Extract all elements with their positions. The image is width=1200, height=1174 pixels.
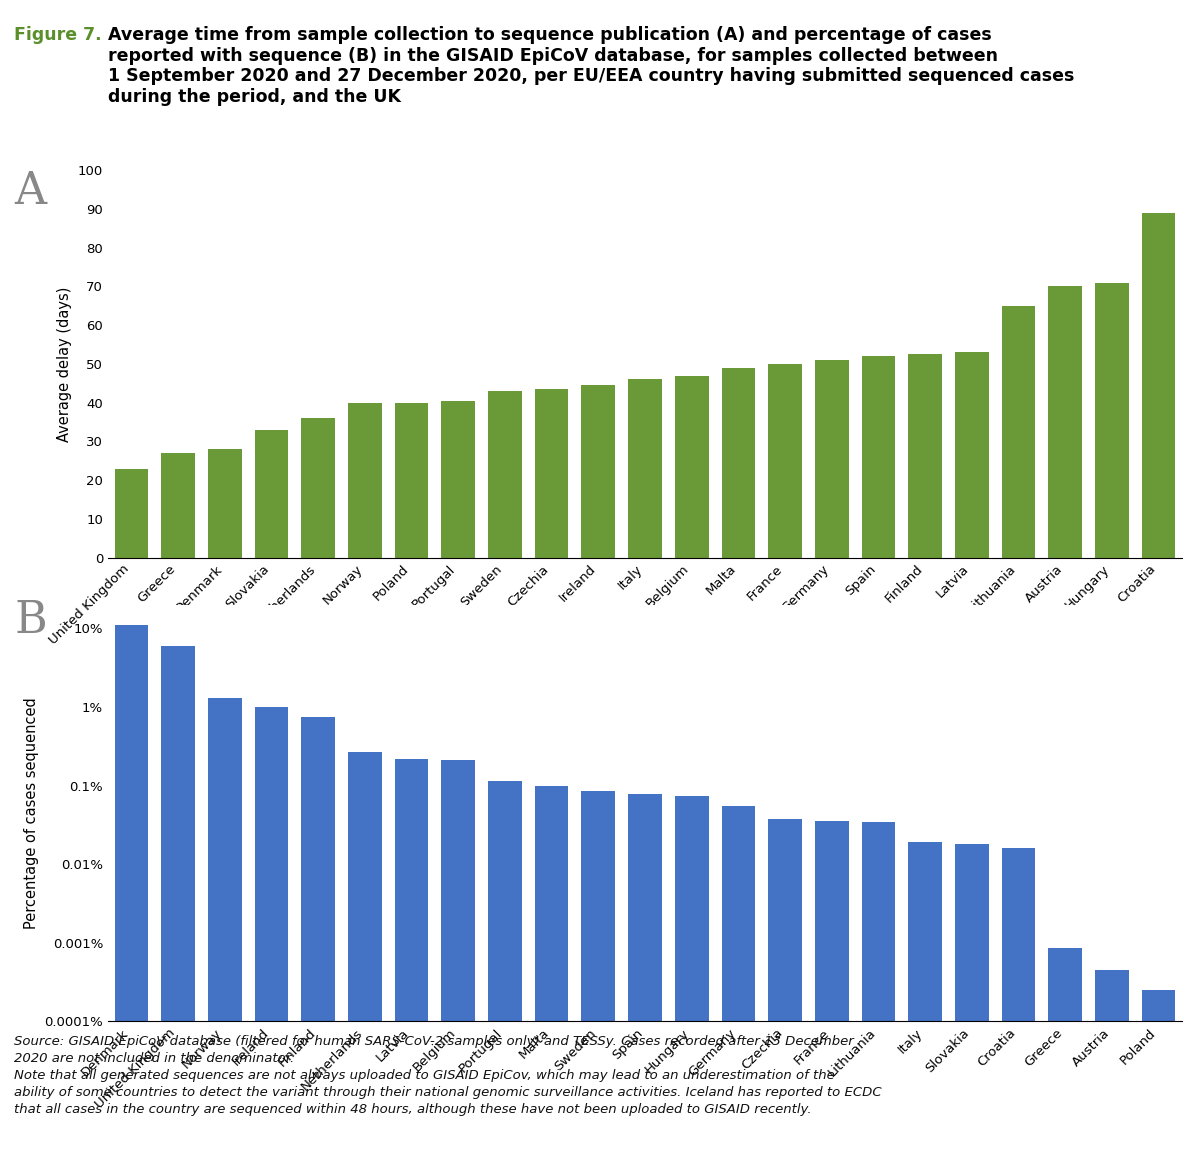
Bar (114, 468, 148, 558)
Bar (1049, 949, 1082, 1174)
Bar (815, 360, 848, 558)
Bar (908, 842, 942, 1174)
Bar (768, 364, 802, 558)
Bar (1049, 286, 1082, 558)
Bar (908, 355, 942, 558)
Bar (1002, 848, 1036, 1174)
Bar (1002, 305, 1036, 558)
Bar (862, 356, 895, 558)
Bar (674, 796, 708, 1174)
Bar (442, 761, 475, 1174)
Y-axis label: Percentage of cases sequenced: Percentage of cases sequenced (24, 697, 38, 929)
Bar (628, 794, 662, 1174)
Bar (1096, 970, 1129, 1174)
Bar (488, 781, 522, 1174)
Bar (442, 400, 475, 558)
Bar (768, 818, 802, 1174)
Text: Source: GISAID EpiCoV database (filtered for human SARS-CoV-2 samples only) and : Source: GISAID EpiCoV database (filtered… (14, 1035, 882, 1116)
Bar (208, 450, 241, 558)
Bar (161, 453, 194, 558)
Bar (161, 646, 194, 1174)
Bar (628, 379, 662, 558)
Text: B: B (14, 599, 47, 642)
Bar (955, 352, 989, 558)
Bar (395, 403, 428, 558)
Bar (1142, 990, 1176, 1174)
Bar (721, 805, 755, 1174)
Bar (815, 822, 848, 1174)
Text: A: A (14, 170, 47, 214)
Bar (582, 385, 616, 558)
Bar (395, 758, 428, 1174)
Bar (254, 430, 288, 558)
Bar (535, 389, 569, 558)
Text: Figure 7.: Figure 7. (14, 26, 108, 43)
Bar (254, 707, 288, 1174)
Y-axis label: Average delay (days): Average delay (days) (58, 286, 72, 441)
Bar (535, 787, 569, 1174)
Bar (1142, 212, 1176, 558)
Text: Average time from sample collection to sequence publication (A) and percentage o: Average time from sample collection to s… (108, 26, 1074, 106)
Bar (301, 418, 335, 558)
Bar (208, 697, 241, 1174)
Bar (488, 391, 522, 558)
Bar (348, 751, 382, 1174)
Bar (348, 403, 382, 558)
Bar (674, 376, 708, 558)
Bar (862, 822, 895, 1174)
Bar (582, 791, 616, 1174)
Bar (1096, 283, 1129, 558)
Bar (955, 844, 989, 1174)
Bar (301, 716, 335, 1174)
Bar (114, 625, 148, 1174)
Bar (721, 367, 755, 558)
